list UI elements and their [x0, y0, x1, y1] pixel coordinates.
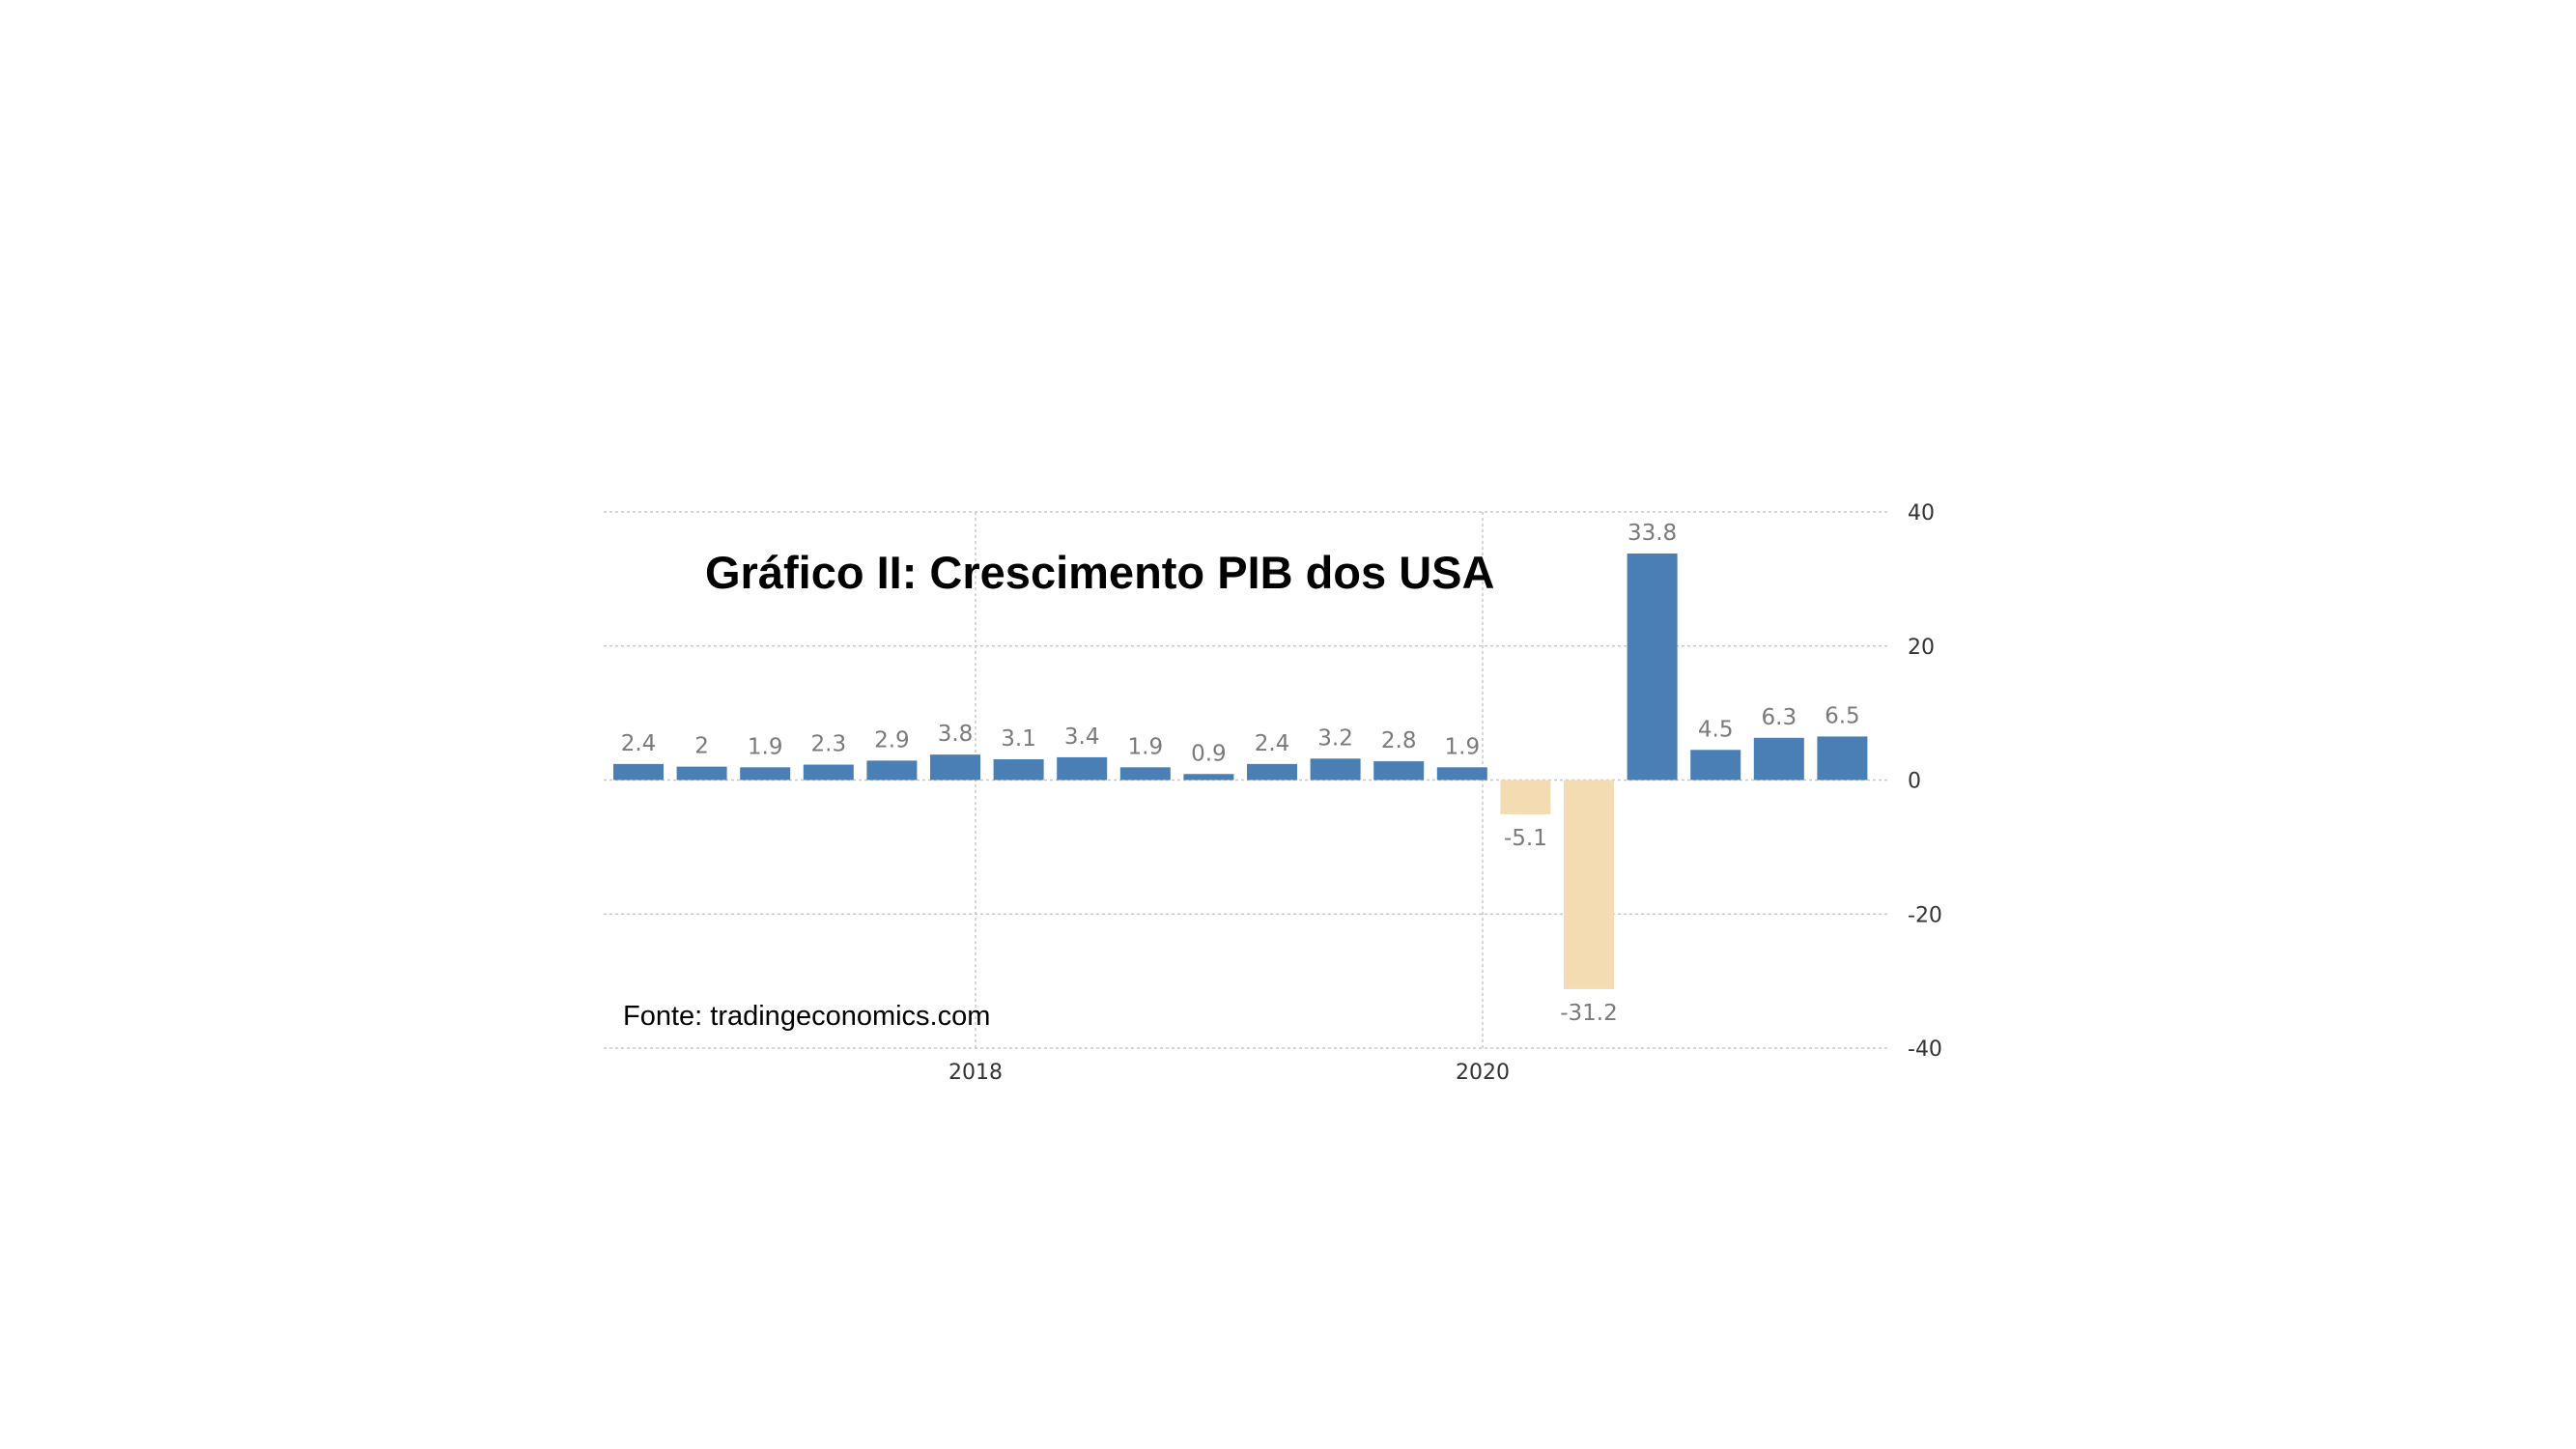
data-label: 1.9 [748, 734, 783, 759]
bar [1310, 758, 1361, 781]
bar [676, 766, 727, 781]
y-tick-label: 0 [1908, 770, 1921, 794]
data-label: 33.8 [1628, 521, 1677, 546]
data-label: 1.9 [1445, 734, 1481, 759]
bar [930, 754, 980, 781]
bar [1627, 554, 1678, 781]
bar [1500, 780, 1551, 814]
data-label: 3.2 [1317, 725, 1353, 751]
bar [1690, 750, 1741, 781]
bar [866, 760, 918, 781]
data-label: 3.4 [1064, 724, 1100, 750]
bar [1753, 737, 1804, 781]
y-tick-label: 20 [1908, 636, 1935, 660]
data-label: 2.9 [874, 727, 910, 753]
bar [803, 764, 854, 781]
bar [613, 763, 664, 781]
data-label: 4.5 [1698, 717, 1734, 742]
data-label: 2.4 [621, 731, 657, 756]
bar [1183, 774, 1234, 781]
bar [1057, 756, 1108, 781]
data-label: -31.2 [1560, 1001, 1618, 1026]
data-label: 6.5 [1825, 703, 1860, 728]
data-label: 2.4 [1255, 731, 1290, 756]
bar [1564, 780, 1614, 989]
y-tick-label: -40 [1908, 1037, 1942, 1062]
chart-title: Gráfico II: Crescimento PIB dos USA [705, 547, 1495, 598]
bar [1436, 767, 1487, 781]
bar [1247, 763, 1297, 781]
data-label: -5.1 [1504, 826, 1547, 851]
data-label: 3.8 [938, 722, 974, 747]
data-label: 2.8 [1381, 728, 1417, 753]
bars [613, 554, 1868, 989]
data-label: 6.3 [1762, 705, 1798, 730]
y-tick-label: 40 [1908, 501, 1935, 526]
y-axis-ticks: 40 20 0 -20 -40 [1908, 501, 1942, 1062]
chart-source: Fonte: tradingeconomics.com [623, 1001, 991, 1032]
y-tick-label: -20 [1908, 903, 1942, 927]
bar [993, 758, 1044, 781]
data-labels: 2.4 2 1.9 2.3 2.9 3.8 3.1 3.4 1.9 0.9 2.4 3.2 2.8 1.9… [621, 521, 1860, 1026]
x-tick-label: 2018 [948, 1061, 1003, 1085]
bar [1817, 736, 1868, 781]
x-tick-label: 2020 [1456, 1061, 1510, 1085]
data-label: 3.1 [1001, 726, 1036, 752]
bar [1373, 761, 1425, 781]
data-label: 0.9 [1191, 741, 1227, 766]
data-label: 1.9 [1128, 734, 1164, 759]
bar [740, 767, 791, 781]
data-label: 2 [694, 734, 709, 759]
x-axis-ticks: 2018 2020 [948, 1061, 1510, 1085]
bar [1119, 767, 1171, 781]
data-label: 2.3 [811, 732, 847, 757]
